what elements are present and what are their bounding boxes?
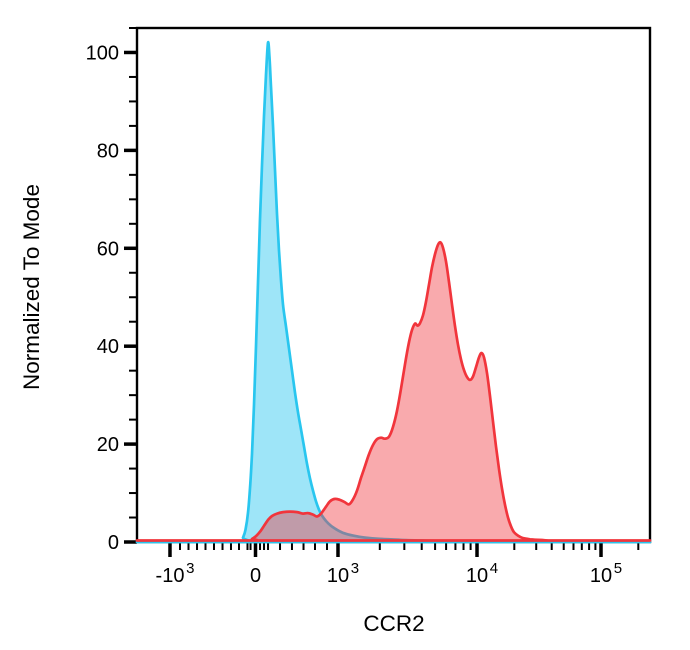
x-tick-exponent: 4 (490, 560, 498, 577)
y-tick-label: 80 (97, 140, 119, 162)
x-tick-exponent: 3 (186, 560, 194, 577)
y-axis-title: Normalized To Mode (19, 184, 44, 390)
x-tick-label: 10 (466, 565, 488, 587)
y-tick-label: 100 (86, 42, 119, 64)
x-tick-exponent: 5 (614, 560, 622, 577)
x-axis: -10 3 0 10 3 10 4 10 5 (156, 542, 640, 587)
x-tick-label: 0 (250, 565, 261, 587)
curves (135, 40, 652, 544)
x-axis-title: CCR2 (363, 611, 424, 636)
x-tick-label: -10 (156, 565, 185, 587)
x-tick-label: 10 (327, 565, 349, 587)
x-tick-label: 10 (590, 565, 612, 587)
y-axis: 0 20 40 60 80 100 (86, 27, 137, 554)
cyan-histogram-curve (135, 40, 652, 544)
x-tick-exponent: 3 (351, 560, 359, 577)
red-histogram-curve (135, 240, 652, 542)
y-tick-label: 20 (97, 434, 119, 456)
y-tick-label: 60 (97, 238, 119, 260)
y-tick-label: 40 (97, 336, 119, 358)
y-tick-label: 0 (108, 532, 119, 554)
